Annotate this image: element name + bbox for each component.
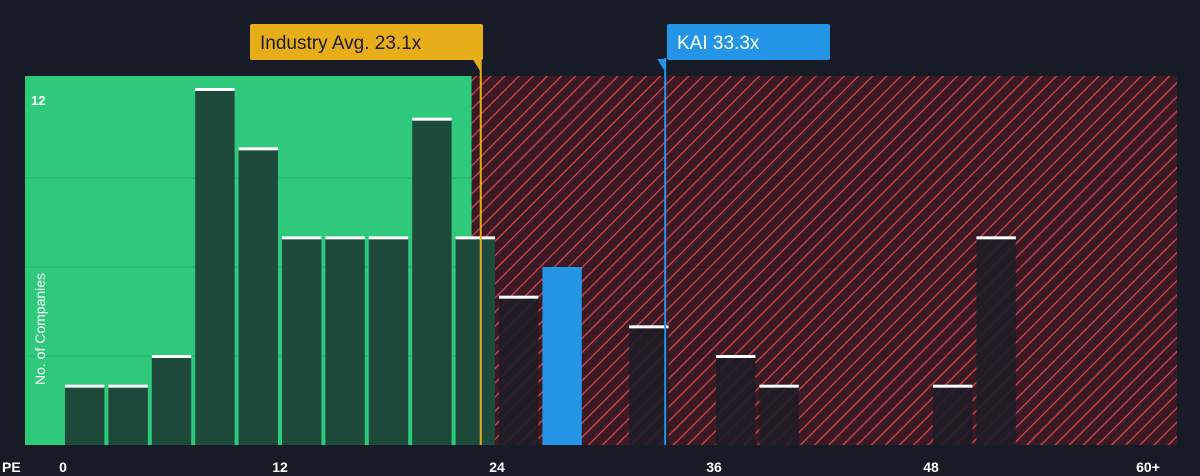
- bar-top: [325, 236, 365, 240]
- bar: [368, 237, 409, 445]
- y-axis-label: No. of Companies: [32, 273, 48, 385]
- bar-top: [716, 355, 756, 358]
- industry-average-label-pointer: [472, 59, 481, 72]
- bar: [412, 118, 452, 446]
- company-label-pointer: [657, 59, 666, 72]
- bar-top: [629, 325, 669, 329]
- company-label-box: [667, 24, 830, 60]
- bar-top: [65, 384, 105, 388]
- bar: [716, 356, 756, 445]
- bar-top: [976, 236, 1016, 240]
- bar-top: [195, 88, 235, 91]
- bar-company: [542, 267, 582, 445]
- y-tick-label: 12: [31, 93, 45, 108]
- x-tick-label: 24: [489, 459, 505, 475]
- x-tick-label: 0: [59, 459, 67, 475]
- bar: [238, 148, 278, 446]
- bar: [629, 326, 669, 445]
- bar: [325, 237, 365, 445]
- x-tick-label: 12: [272, 459, 288, 475]
- x-tick-label: 60+: [1136, 459, 1160, 475]
- bar: [108, 385, 148, 445]
- bar-top: [455, 236, 495, 240]
- bar-top: [238, 147, 278, 151]
- bar-top: [151, 355, 192, 358]
- bar: [195, 89, 235, 445]
- x-tick-label: 36: [706, 459, 722, 475]
- x-tick-label: 48: [923, 459, 939, 475]
- x-axis-label: PE: [2, 459, 21, 475]
- bar: [933, 385, 973, 445]
- bar: [759, 385, 799, 445]
- bar-top: [933, 384, 973, 388]
- company-label: KAI 33.3x: [677, 33, 760, 54]
- industry-average-label-box: [250, 24, 483, 60]
- bar: [282, 237, 322, 445]
- bar-top: [759, 384, 799, 388]
- bar-top: [108, 384, 148, 388]
- industry-average-label: Industry Avg. 23.1x: [260, 33, 422, 54]
- bar-top: [282, 236, 322, 240]
- bar: [976, 237, 1016, 445]
- bar: [65, 385, 105, 445]
- bar: [499, 296, 539, 445]
- bar-top: [412, 117, 452, 121]
- bar-top: [368, 236, 409, 240]
- bar: [151, 356, 192, 445]
- bar-top: [499, 295, 539, 299]
- bar: [455, 237, 495, 445]
- overvalued-zone: [471, 76, 1177, 445]
